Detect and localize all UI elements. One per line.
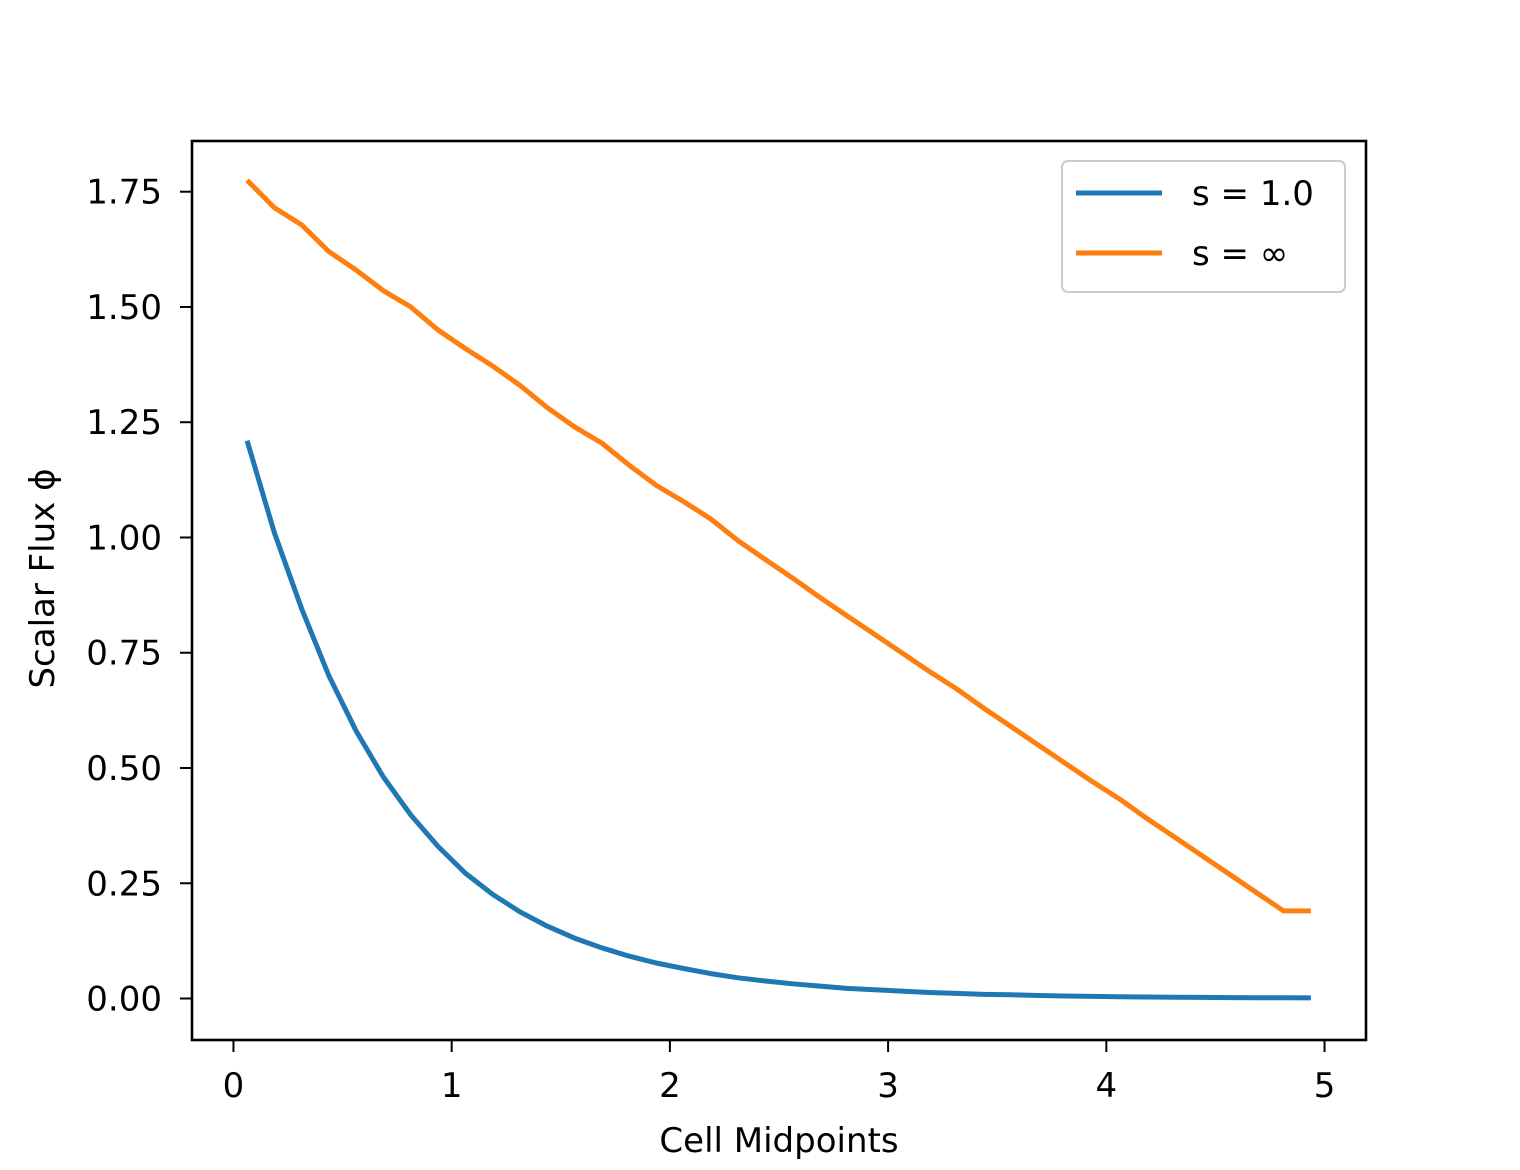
- y-tick-label: 0.25: [86, 864, 162, 904]
- series-layer: [244, 178, 1311, 1001]
- legend-label: s = ∞: [1192, 234, 1288, 274]
- y-tick-label: 1.75: [86, 173, 162, 213]
- x-tick-label: 4: [1096, 1066, 1118, 1106]
- series-line-1: [245, 178, 1311, 914]
- x-axis: 0 1 2 3 4 5: [223, 1040, 1336, 1106]
- x-axis-title: Cell Midpoints: [659, 1121, 898, 1161]
- y-axis: 0.00 0.25 0.50 0.75 1.00 1.25 1.50 1.75: [86, 173, 192, 1020]
- y-tick-label: 0.75: [86, 634, 162, 674]
- x-tick-label: 2: [659, 1066, 681, 1106]
- y-tick-label: 0.50: [86, 749, 162, 789]
- legend: s = 1.0 s = ∞: [1061, 160, 1346, 293]
- legend-label: s = 1.0: [1192, 174, 1314, 214]
- plot-frame: [190, 139, 1368, 1042]
- y-axis-title: Scalar Flux ϕ: [23, 468, 63, 688]
- y-tick-label: 1.25: [86, 403, 162, 443]
- y-tick-label: 0.00: [86, 980, 162, 1020]
- x-tick-label: 3: [877, 1066, 899, 1106]
- series-line-0: [244, 439, 1311, 1001]
- x-tick-label: 5: [1314, 1066, 1336, 1106]
- x-tick-label: 1: [441, 1066, 463, 1106]
- y-tick-label: 1.00: [86, 518, 162, 558]
- x-tick-label: 0: [223, 1066, 245, 1106]
- y-tick-label: 1.50: [86, 288, 162, 328]
